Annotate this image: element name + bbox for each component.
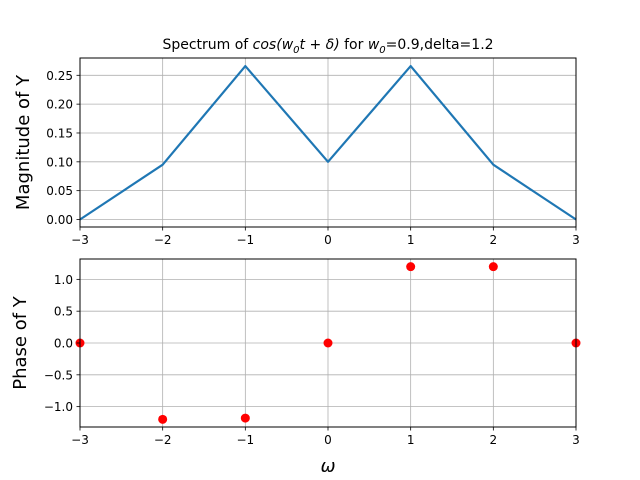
phase-xtick-label: −1 <box>236 433 254 447</box>
magnitude-plot-area <box>79 64 577 221</box>
phase-data-point <box>406 262 416 272</box>
title-part-for: for <box>340 37 368 53</box>
phase-xtick-label: 2 <box>490 433 498 447</box>
magnitude-xtick-label: −1 <box>236 233 254 247</box>
magnitude-xtick-label: 0 <box>324 233 332 247</box>
magnitude-ytick-label: 0.05 <box>46 184 73 198</box>
title-part-values: =0.9,delta=1.2 <box>386 37 494 53</box>
magnitude-ytick-label: 0.10 <box>46 155 73 169</box>
phase-ytick-label: −1.0 <box>44 400 73 414</box>
magnitude-ytick-label: 0.00 <box>46 213 73 227</box>
title-part-cos: cos(w <box>253 37 294 53</box>
phase-ytick-label: 0.0 <box>54 337 73 351</box>
title-part-sub0: 0 <box>293 45 299 56</box>
title-part-t-delta: t + δ) <box>300 37 340 53</box>
magnitude-subplot: −3 −2 −1 0 1 2 3 0.00 0.05 0.10 0.15 0.20 0.25 Magni… <box>13 57 580 247</box>
phase-data-point <box>488 262 498 272</box>
chart-title: Spectrum of cos(w0t + δ) for w0=0.9,delt… <box>162 37 493 56</box>
magnitude-ylabel: Magnitude of Y <box>13 74 34 210</box>
magnitude-ticks: −3 −2 −1 0 1 2 3 0.00 0.05 0.10 0.15 0.20 0.25 <box>46 69 580 247</box>
magnitude-xtick-label: −3 <box>71 233 89 247</box>
phase-xlabel: ω <box>320 456 335 477</box>
phase-xtick-label: 3 <box>572 433 580 447</box>
phase-ytick-label: −0.5 <box>44 368 73 382</box>
phase-ticks: −3 −2 −1 0 1 2 3 −1.0 −0.5 0.0 0.5 1.0 <box>44 273 580 447</box>
phase-ylabel: Phase of Y <box>10 295 31 390</box>
phase-ytick-label: 1.0 <box>54 273 73 287</box>
phase-ytick-label: 0.5 <box>54 305 73 319</box>
title-part-sub1: 0 <box>379 45 385 56</box>
phase-data-point <box>158 414 168 424</box>
magnitude-series-line <box>79 64 577 221</box>
phase-subplot: −3 −2 −1 0 1 2 3 −1.0 −0.5 0.0 0.5 1.0 Phase of Y ω <box>10 258 581 477</box>
magnitude-xtick-label: 2 <box>490 233 498 247</box>
magnitude-xtick-label: 3 <box>572 233 580 247</box>
magnitude-ytick-label: 0.15 <box>46 126 73 140</box>
magnitude-ytick-label: 0.20 <box>46 98 73 112</box>
phase-data-point <box>240 413 250 423</box>
phase-xtick-label: 0 <box>324 433 332 447</box>
phase-xtick-label: −3 <box>71 433 89 447</box>
phase-data-point <box>323 338 333 348</box>
title-part-prefix: Spectrum of <box>162 37 252 53</box>
title-part-w: w <box>368 37 380 53</box>
magnitude-xtick-label: 1 <box>407 233 415 247</box>
magnitude-ytick-label: 0.25 <box>46 69 73 83</box>
magnitude-xtick-label: −2 <box>154 233 172 247</box>
phase-xtick-label: 1 <box>407 433 415 447</box>
phase-xtick-label: −2 <box>154 433 172 447</box>
